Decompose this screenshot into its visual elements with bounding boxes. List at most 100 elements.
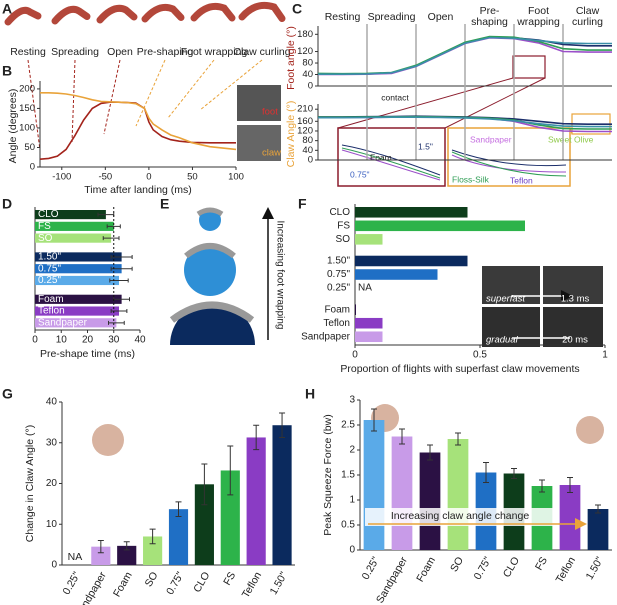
y-tick-label: 50	[24, 142, 35, 153]
bar	[220, 470, 240, 565]
error-bar	[253, 424, 260, 451]
y-tick-label: 40	[46, 397, 58, 408]
phase-label: Resting	[325, 11, 361, 23]
pose-label: Claw curling	[233, 46, 290, 58]
pose-label: Foot wrapping	[181, 46, 248, 58]
x-tick-label: -50	[98, 172, 112, 183]
bar	[355, 255, 468, 267]
x-tick-label: 50	[187, 172, 198, 183]
category-label: FS	[38, 221, 51, 232]
phase-label: Foot wrapping	[516, 5, 560, 28]
error-bar	[123, 541, 130, 551]
inset-annotation: Sweet Olive	[548, 134, 594, 144]
bar	[35, 264, 122, 274]
pose-guide	[199, 59, 263, 111]
phase-label: Pre-shaping	[471, 5, 508, 28]
y-tick-label: 160	[297, 116, 313, 127]
y-tick-label: 200	[19, 83, 35, 94]
y-tick-label: 0	[51, 560, 57, 571]
category-label: 1.50"	[268, 570, 291, 597]
y-axis-label: Foot angle (°)	[285, 26, 297, 90]
y-tick-label: 0	[308, 155, 313, 166]
error-bar	[371, 408, 377, 432]
category-label: 0.25"	[60, 570, 83, 597]
y-tick-label: 180	[297, 29, 313, 40]
error-bar	[201, 463, 208, 506]
error-bar	[149, 528, 156, 545]
y-tick-label: 20	[46, 478, 58, 489]
pose-illustration	[96, 4, 138, 24]
category-label: Foam	[414, 555, 438, 584]
category-label: 0.75"	[164, 570, 187, 597]
claw-photo	[237, 125, 281, 161]
x-tick-label: 100	[228, 172, 244, 183]
category-label: Foam	[38, 294, 64, 305]
c-insets	[337, 55, 611, 187]
inset-annotation: 1.5"	[418, 141, 433, 151]
image-caption: gradual	[486, 335, 519, 346]
pose-illustration	[190, 2, 236, 22]
category-label: 0.75"	[327, 269, 350, 280]
pose-illustration	[238, 1, 286, 22]
y-tick-label: 0	[308, 81, 313, 92]
bar	[35, 221, 114, 231]
y-axis-label: Claw Angle (°)	[285, 101, 297, 168]
error-bar	[106, 224, 121, 229]
y-tick-label: 80	[302, 135, 313, 146]
error-bar	[279, 412, 286, 438]
bar	[117, 545, 137, 565]
y-tick-label: 40	[302, 145, 313, 156]
phase-label: Claw curling	[572, 5, 603, 28]
bar	[419, 452, 441, 550]
error-bar	[511, 468, 517, 479]
y-tick-label: 3	[349, 395, 355, 406]
category-label: SO	[143, 570, 161, 589]
bar	[447, 439, 469, 550]
bar	[35, 318, 117, 328]
inset-annotation: contact	[381, 92, 409, 102]
bar	[246, 437, 266, 565]
y-tick-label: 120	[297, 125, 313, 136]
bar	[587, 509, 609, 550]
panel-label: F	[298, 196, 307, 212]
image-label: claw	[262, 148, 281, 159]
y-tick-label: 0	[30, 162, 35, 173]
series-line	[318, 36, 612, 75]
category-label: Teflon	[323, 318, 350, 329]
claw-images	[482, 266, 603, 347]
category-label: 1.50"	[327, 256, 350, 267]
pose-label: Spreading	[51, 46, 99, 58]
y-tick-label: 1.5	[341, 470, 355, 481]
inset-annotation: Sandpaper	[470, 134, 512, 144]
error-bar	[539, 479, 545, 493]
perch-icon	[576, 416, 604, 444]
bar	[355, 269, 438, 280]
category-label: 0.75"	[38, 263, 61, 274]
error-bar	[399, 428, 405, 445]
bar	[91, 546, 111, 565]
series-line	[318, 116, 612, 128]
bar	[194, 484, 214, 565]
bar	[355, 331, 383, 343]
bar	[143, 536, 163, 565]
x-tick-label: 0.5	[473, 350, 487, 361]
x-tick-label: 0	[352, 350, 358, 361]
bar	[355, 304, 356, 315]
x-tick-label: 40	[134, 335, 146, 346]
y-tick-label: 0	[349, 545, 355, 556]
x-tick-label: 20	[82, 335, 94, 346]
image-caption: superfast	[486, 294, 525, 305]
y-tick-label: 100	[19, 122, 35, 133]
category-label: Sandpaper	[38, 317, 88, 328]
bar	[355, 317, 383, 329]
category-label: SO	[448, 555, 466, 574]
pose-illustration	[141, 3, 185, 23]
foot-photo	[237, 85, 281, 121]
error-bar	[97, 540, 104, 554]
error-bar	[109, 278, 129, 283]
inset-annotation: Teflon	[510, 175, 533, 185]
y-tick-label: 1	[349, 495, 355, 506]
y-tick-label: 0.5	[341, 520, 355, 531]
x-tick-label: 0	[32, 335, 38, 346]
image-label: foot	[262, 107, 278, 118]
